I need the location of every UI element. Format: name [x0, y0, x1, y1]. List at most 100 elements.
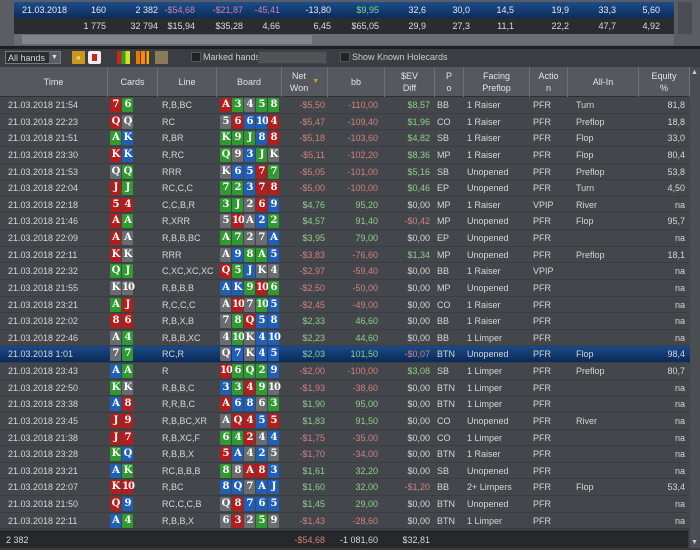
bb-won: -103,60 — [347, 133, 378, 144]
playing-card: 7 — [232, 231, 243, 245]
preflop-action: PFR — [533, 249, 551, 260]
bar-chart-icon[interactable] — [136, 51, 149, 64]
column-header-facing-preflop[interactable]: Facing Preflop — [464, 67, 530, 97]
table-row[interactable]: 21.03.2018 23:45 J 9 R,B,BC,XR A Q 4 5 5 $1,83 91,… — [0, 412, 690, 430]
show-known-holecards-checkbox[interactable] — [340, 52, 350, 62]
playing-card: 4 — [268, 264, 279, 279]
marked-hands-combo[interactable] — [258, 51, 327, 64]
preflop-action: PFR — [533, 100, 551, 110]
table-row[interactable]: 21.03.2018 23:43 A A R 10 6 Q 2 9 -$2,00 -100,00 $3… — [0, 363, 690, 380]
column-header-bb[interactable]: bb — [328, 67, 385, 97]
table-row[interactable]: 21.03.2018 21:53 Q Q RRR K 6 5 7 7 -$5,05 -101,00 $… — [0, 163, 690, 181]
playing-card: 7 — [256, 181, 267, 196]
all-in-street: Flop — [576, 149, 594, 160]
preflop-action: PFR — [533, 233, 551, 243]
chevron-down-icon[interactable]: ▼ — [49, 52, 60, 63]
table-row[interactable]: 21.03.2018 21:38 J 7 R,B,XC,F 6 4 2 4 4 -$1,75 -35… — [0, 429, 690, 447]
hand-time: 21.03.2018 23:28 — [8, 449, 79, 460]
table-row[interactable]: 21.03.2018 22:02 8 6 R,B,X,B 7 8 Q 5 8 $2,33 46,60… — [0, 313, 690, 330]
table-row[interactable]: 21.03.2018 22:32 Q J C,XC,XC,XC Q 5 J K 4 -$2,97-… — [0, 263, 690, 280]
summary-row-total[interactable]: 1 775 32 794 $15,94 $35,28 4,66 6,45 $65,05 29,… — [14, 18, 674, 34]
column-header-net-won[interactable]: Net Won ▼ — [282, 67, 328, 97]
scrollbar-thumb[interactable] — [22, 35, 312, 44]
column-header-action[interactable]: Actio n — [530, 67, 568, 97]
table-row[interactable]: 21.03.2018 1:01 7 7 RC,R Q 7 K 4 5 $2,03 101,50 -$0… — [0, 346, 690, 363]
column-header-all-in[interactable]: All-In — [568, 67, 639, 97]
bb-won: -38,60 — [352, 382, 378, 393]
table-row[interactable]: 21.03.2018 23:21 A J R,C,C,C A 10 7 10 5 -$2,45 -4… — [0, 296, 690, 314]
facing-preflop: 1 Raiser — [467, 266, 501, 277]
scroll-up-icon[interactable]: ▲ — [691, 69, 698, 76]
playing-card: K — [110, 447, 121, 462]
summary-vertical-scrollbar[interactable] — [678, 2, 692, 34]
table-row[interactable]: 21.03.2018 22:07 K 10 R,BC 8 Q 7 A J $1,60 32,00 -$… — [0, 479, 690, 496]
action-line: R,B,BC — [162, 100, 193, 110]
bb-won: -76,60 — [352, 249, 378, 260]
table-row[interactable]: 21.03.2018 21:51 A K R,BR K 9 J 8 8 -$5,18 -103,60… — [0, 130, 690, 147]
bb-won: -100,00 — [347, 183, 378, 194]
playing-card: 2 — [256, 364, 267, 378]
scroll-down-icon[interactable]: ▼ — [691, 539, 698, 546]
playing-card: A — [256, 247, 267, 262]
vertical-scrollbar[interactable]: ▲ ▼ — [690, 67, 700, 548]
table-row[interactable]: 21.03.2018 23:38 A 8 R,R,B,C A 6 8 6 3 $1,90 95,00… — [0, 396, 690, 413]
table-row[interactable]: 21.03.2018 22:11 K K RRR A 9 8 A 5 -$3,83 -76,60 $1… — [0, 246, 690, 264]
equity: na — [674, 233, 685, 243]
table-row[interactable]: 21.03.2018 23:28 K Q R,B,B,X 5 A 4 2 5 -$1,70 -34,… — [0, 446, 690, 463]
table-row[interactable]: 21.03.2018 22:50 K K R,B,B,C 3 3 4 9 10 -$1,93 -38… — [0, 379, 690, 397]
table-row[interactable]: 21.03.2018 23:21 A K RC,B,B,B 8 8 A 8 3 $1,61 32,2… — [0, 462, 690, 480]
rewind-icon[interactable]: « — [72, 51, 85, 64]
hand-filter-select[interactable]: All hands ▼ — [5, 51, 61, 64]
column-header-equity[interactable]: Equity % — [639, 67, 690, 97]
playing-card: 3 — [220, 380, 231, 395]
hand-time: 21.03.2018 1:01 — [8, 349, 74, 360]
marked-hands-checkbox[interactable] — [191, 52, 201, 62]
action-line: RC,C,C — [162, 183, 193, 194]
table-row[interactable]: 21.03.2018 22:18 5 4 C,C,B,R 3 J 2 6 9 $4,76 95,20… — [0, 196, 690, 214]
playing-card: 10 — [122, 480, 135, 495]
grid-icon[interactable] — [117, 51, 130, 64]
column-header-board[interactable]: Board — [217, 67, 282, 97]
column-header-line[interactable]: Line — [158, 67, 217, 97]
bb-won: -28,60 — [352, 515, 378, 526]
facing-preflop: Unopened — [467, 233, 509, 243]
hand-time: 21.03.2018 21:55 — [8, 282, 79, 293]
column-header-time[interactable]: Time — [0, 67, 108, 97]
table-row[interactable]: 21.03.2018 22:46 A 4 R,B,B,XC 4 10 K 4 10 $2,23 44… — [0, 329, 690, 347]
playing-card: 9 — [244, 280, 255, 295]
table-row[interactable]: 21.03.2018 21:50 Q 9 RC,C,C,B Q 8 7 6 5 $1,45 29,0… — [0, 496, 690, 513]
table-row[interactable]: 21.03.2018 22:23 Q Q RC 5 6 6 10 4 -$5,47 -109,40 $… — [0, 113, 690, 131]
playing-card: 9 — [122, 413, 133, 428]
playing-card: 6 — [122, 314, 133, 329]
column-header-ev-diff[interactable]: $EV Diff — [385, 67, 435, 97]
card-icon[interactable] — [88, 51, 101, 64]
playing-card: 6 — [268, 280, 279, 295]
playing-card: 10 — [232, 214, 245, 229]
table-row[interactable]: 21.03.2018 21:55 K 10 R,B,B,B A K 9 10 6 -$2,50 -5… — [0, 279, 690, 297]
playing-card: 6 — [232, 164, 243, 179]
facing-preflop: 1 Limper — [467, 366, 503, 376]
summary-row-selected[interactable]: 21.03.2018 160 2 382 -$54,68 -$21,87 -45,41 -1… — [14, 2, 674, 18]
playing-card: A — [110, 297, 121, 312]
table-row[interactable]: 21.03.2018 21:54 7 6 R,B,BC A 3 4 5 8 -$5,50 -110,… — [0, 97, 690, 114]
table-row[interactable]: 21.03.2018 22:09 A A R,B,B,BC A 7 2 7 A $3,95 79,0… — [0, 230, 690, 247]
playing-card: 9 — [122, 497, 133, 511]
playing-card: 6 — [232, 364, 243, 378]
all-in-street: Preflop — [576, 166, 605, 177]
panel-splitter[interactable] — [0, 46, 700, 49]
horizontal-scrollbar[interactable] — [14, 34, 674, 45]
playing-card: Q — [110, 114, 121, 129]
column-header-position[interactable]: P o — [435, 67, 464, 97]
table-row[interactable]: 21.03.2018 22:04 J J RC,C,C 7 2 3 7 8 -$5,00 -100,… — [0, 180, 690, 197]
table-row[interactable]: 21.03.2018 23:30 K K R,RC Q 9 3 J K -$5,11 -102,20… — [0, 146, 690, 164]
trophy-icon[interactable] — [155, 51, 168, 64]
playing-card: 7 — [244, 297, 255, 312]
position: MP — [437, 149, 451, 160]
playing-card: K — [244, 347, 255, 362]
playing-card: Q — [110, 164, 121, 179]
table-row[interactable]: 21.03.2018 22:11 A 4 R,B,B,X 6 3 2 5 9 -$1,43 -28,… — [0, 512, 690, 530]
table-row[interactable]: 21.03.2018 21:46 A A R,XRR 5 10 A 2 2 $4,57 91,40-… — [0, 213, 690, 230]
column-header-cards[interactable]: Cards — [108, 67, 158, 97]
